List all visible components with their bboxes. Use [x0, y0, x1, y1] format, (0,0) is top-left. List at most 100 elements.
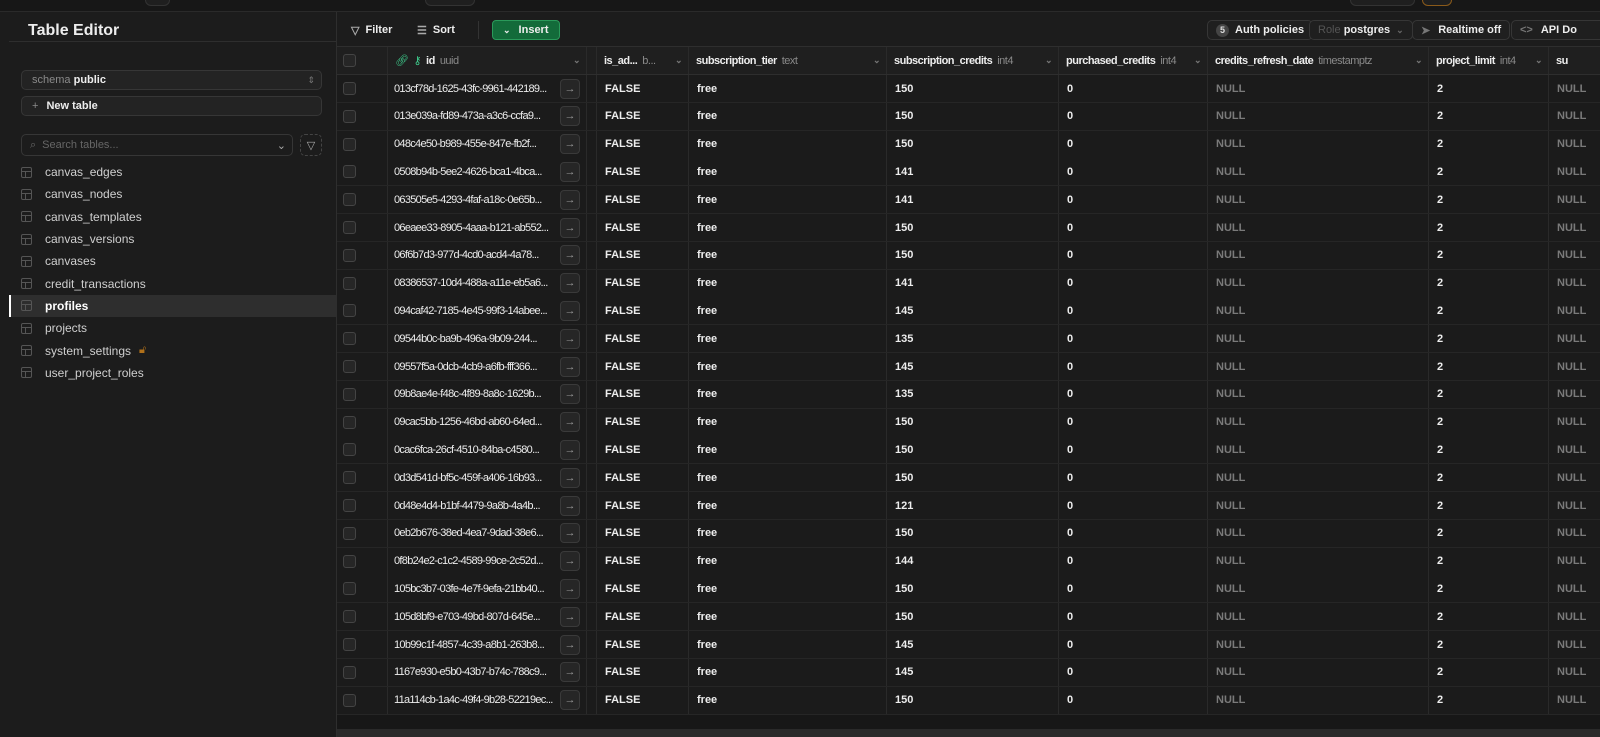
cell-subscription-credits[interactable]: 150 [887, 686, 1059, 714]
schema-selector[interactable]: schema public ⇕ [21, 70, 322, 90]
row-checkbox[interactable] [337, 547, 388, 575]
cell-id[interactable]: 0d3d541d-bf5c-459f-a406-16b93... → [388, 464, 587, 492]
arrow-right-icon[interactable]: → [560, 161, 580, 182]
cell-credits-refresh-date[interactable]: NULL [1208, 408, 1429, 436]
arrow-right-icon[interactable]: → [560, 523, 580, 544]
api-docs-button[interactable]: <> API Do [1511, 20, 1600, 40]
cell-subscription-credits[interactable]: 150 [887, 75, 1059, 102]
cell-su[interactable]: NULL [1549, 687, 1600, 714]
chevron-down-icon[interactable]: ⌄ [572, 55, 581, 65]
checkbox[interactable] [343, 332, 356, 346]
sidebar-item-canvas-versions[interactable]: canvas_versions [9, 228, 336, 250]
cell-is-ad[interactable]: FALSE [597, 436, 689, 464]
cell-purchased-credits[interactable]: 0 [1059, 631, 1208, 658]
top-bar-control[interactable] [425, 0, 475, 6]
arrow-right-icon[interactable]: → [560, 245, 580, 266]
cell-subscription-tier[interactable]: free [689, 464, 887, 492]
cell-is-ad[interactable]: FALSE [597, 158, 689, 186]
checkbox[interactable] [343, 221, 356, 234]
cell-subscription-tier[interactable]: free [689, 519, 887, 547]
cell-purchased-credits[interactable]: 0 [1059, 297, 1208, 325]
cell-credits-refresh-date[interactable]: NULL [1208, 269, 1429, 297]
cell-credits-refresh-date[interactable]: NULL [1208, 519, 1429, 547]
cell-is-ad[interactable]: FALSE [597, 492, 689, 519]
cell-subscription-credits[interactable]: 121 [887, 492, 1059, 519]
cell-su[interactable]: NULL [1549, 436, 1600, 463]
auth-policies-button[interactable]: 5 Auth policies [1207, 20, 1314, 40]
cell-subscription-tier[interactable]: free [689, 130, 887, 158]
role-selector[interactable]: Role postgres ⌄ [1309, 20, 1413, 40]
cell-subscription-tier[interactable]: free [689, 686, 887, 714]
arrow-right-icon[interactable]: → [560, 106, 580, 127]
cell-subscription-tier[interactable]: free [689, 214, 887, 241]
cell-subscription-credits[interactable]: 150 [887, 436, 1059, 464]
cell-subscription-credits[interactable]: 150 [887, 575, 1059, 603]
cell-is-ad[interactable]: FALSE [597, 408, 689, 436]
cell-purchased-credits[interactable]: 0 [1059, 464, 1208, 492]
arrow-right-icon[interactable]: → [560, 662, 580, 683]
row-checkbox[interactable] [337, 269, 388, 297]
row-checkbox[interactable] [337, 297, 388, 325]
cell-project-limit[interactable]: 2 [1429, 186, 1549, 214]
cell-subscription-tier[interactable]: free [689, 380, 887, 408]
search-tables-input[interactable]: ⌕ Search tables... ⌄ [21, 134, 293, 156]
column-header-id[interactable]: 🔗︎ ⚷ id uuid ⌄ [388, 47, 587, 74]
cell-purchased-credits[interactable]: 0 [1059, 603, 1208, 631]
row-checkbox[interactable] [337, 353, 388, 380]
cell-is-ad[interactable]: FALSE [597, 575, 689, 603]
cell-is-ad[interactable]: FALSE [597, 519, 689, 547]
cell-credits-refresh-date[interactable]: NULL [1208, 241, 1429, 269]
cell-purchased-credits[interactable]: 0 [1059, 158, 1208, 186]
row-checkbox[interactable] [337, 658, 388, 686]
cell-su[interactable]: NULL [1549, 659, 1600, 686]
top-bar-control[interactable] [145, 0, 170, 6]
cell-su[interactable]: NULL [1549, 103, 1600, 130]
cell-su[interactable]: NULL [1549, 492, 1600, 519]
cell-credits-refresh-date[interactable]: NULL [1208, 380, 1429, 408]
row-checkbox[interactable] [337, 519, 388, 547]
cell-project-limit[interactable]: 2 [1429, 325, 1549, 353]
cell-su[interactable]: NULL [1549, 575, 1600, 602]
cell-subscription-credits[interactable]: 145 [887, 631, 1059, 658]
cell-id[interactable]: 0cac6fca-26cf-4510-84ba-c4580... → [388, 436, 587, 464]
cell-project-limit[interactable]: 2 [1429, 130, 1549, 158]
cell-subscription-credits[interactable]: 145 [887, 297, 1059, 325]
cell-su[interactable]: NULL [1549, 214, 1600, 241]
cell-is-ad[interactable]: FALSE [597, 186, 689, 214]
cell-subscription-credits[interactable]: 135 [887, 325, 1059, 353]
cell-id[interactable]: 08386537-10d4-488a-a11e-eb5a6... → [388, 269, 587, 297]
cell-is-ad[interactable]: FALSE [597, 325, 689, 353]
row-checkbox[interactable] [337, 241, 388, 269]
cell-subscription-credits[interactable]: 144 [887, 547, 1059, 575]
cell-purchased-credits[interactable]: 0 [1059, 325, 1208, 353]
row-checkbox[interactable] [337, 492, 388, 519]
cell-project-limit[interactable]: 2 [1429, 658, 1549, 686]
cell-su[interactable]: NULL [1549, 381, 1600, 408]
cell-is-ad[interactable]: FALSE [597, 380, 689, 408]
chevron-down-icon[interactable]: ⌄ [1193, 55, 1202, 65]
sidebar-item-canvases[interactable]: canvases [9, 250, 336, 272]
cell-project-limit[interactable]: 2 [1429, 436, 1549, 464]
arrow-right-icon[interactable]: → [560, 356, 580, 377]
cell-purchased-credits[interactable]: 0 [1059, 102, 1208, 130]
cell-credits-refresh-date[interactable]: NULL [1208, 658, 1429, 686]
sidebar-item-canvas-templates[interactable]: canvas_templates [9, 206, 336, 228]
cell-is-ad[interactable]: FALSE [597, 269, 689, 297]
cell-project-limit[interactable]: 2 [1429, 102, 1549, 130]
cell-subscription-credits[interactable]: 150 [887, 102, 1059, 130]
cell-project-limit[interactable]: 2 [1429, 464, 1549, 492]
cell-subscription-credits[interactable]: 141 [887, 186, 1059, 214]
cell-is-ad[interactable]: FALSE [597, 547, 689, 575]
cell-purchased-credits[interactable]: 0 [1059, 492, 1208, 519]
cell-credits-refresh-date[interactable]: NULL [1208, 603, 1429, 631]
sort-button[interactable]: ☰ Sort [417, 20, 455, 40]
cell-credits-refresh-date[interactable]: NULL [1208, 130, 1429, 158]
cell-su[interactable]: NULL [1549, 603, 1600, 630]
checkbox[interactable] [343, 276, 356, 290]
sidebar-item-user-project-roles[interactable]: user_project_roles [9, 362, 336, 384]
cell-su[interactable]: NULL [1549, 631, 1600, 658]
cell-subscription-credits[interactable]: 150 [887, 214, 1059, 241]
cell-su[interactable]: NULL [1549, 158, 1600, 185]
select-all-checkbox[interactable] [337, 47, 388, 74]
column-header-subscription-credits[interactable]: subscription_credits int4 ⌄ [887, 47, 1059, 74]
